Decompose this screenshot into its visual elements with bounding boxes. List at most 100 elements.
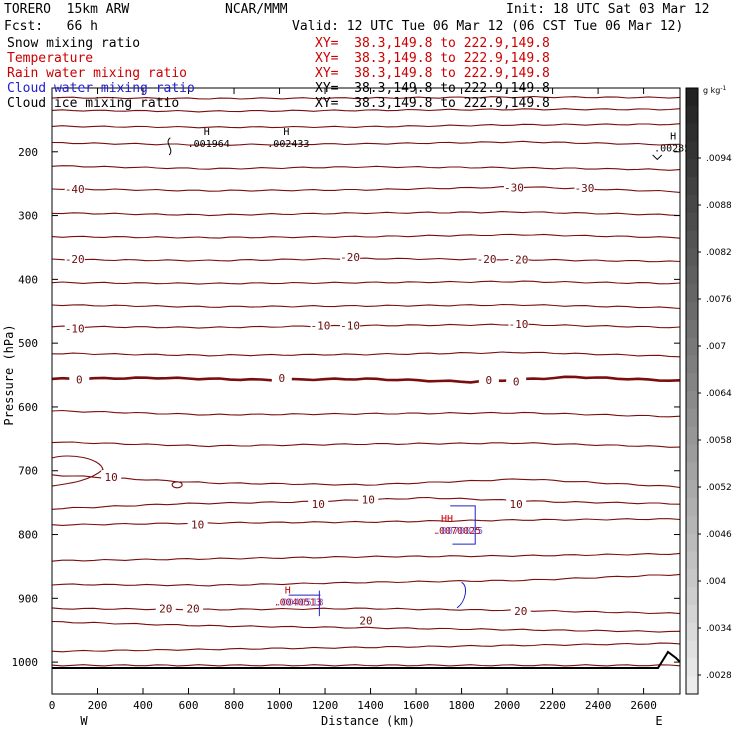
- extrema-labels: H.001964H.002433H.002851HH.0070025.00700…: [188, 127, 697, 609]
- y-tick-label: 1000: [12, 656, 39, 669]
- x-axis-east-label: E: [655, 714, 662, 728]
- colorbar-swatch: [686, 212, 698, 232]
- isotherm-line: [51, 455, 104, 487]
- isotherm-label: -20: [477, 253, 497, 266]
- cloud-water-contours: [167, 137, 663, 617]
- contour-label-knockout: [64, 181, 85, 194]
- colorbar-swatch: [686, 337, 698, 356]
- x-axis-west-label: W: [80, 714, 88, 728]
- colorbar-swatch: [686, 373, 698, 392]
- colorbar-swatch: [686, 426, 698, 445]
- isotherm-label: -20: [340, 251, 360, 264]
- contour-label-knockout: [478, 373, 499, 386]
- colorbar-swatch: [686, 105, 698, 125]
- contour-label-knockout: [476, 251, 497, 264]
- y-tick-label: 900: [18, 592, 38, 605]
- contour-label-knockout: [183, 601, 204, 614]
- y-tick-label: 700: [18, 465, 38, 478]
- x-axis: 0 200 400 600 800 1000 1200 1400 1600 1800 2000 220…: [49, 88, 657, 712]
- x-tick-label: 1800: [448, 699, 475, 712]
- isotherm-label: 10: [105, 471, 118, 484]
- x-tick-label: 2600: [630, 699, 657, 712]
- colorbar-swatch: [686, 319, 698, 339]
- isotherm-label: -40: [65, 183, 85, 196]
- isotherm-line: [51, 642, 681, 653]
- maximum-value: .0070025: [433, 526, 481, 537]
- init-time: Init: 18 UTC Sat 03 Mar 12: [506, 2, 710, 17]
- colorbar-label: .0046: [706, 530, 732, 540]
- x-tick-label: 2400: [585, 699, 612, 712]
- x-tick-label: 0: [49, 699, 56, 712]
- colorbar-label: .0028: [706, 671, 732, 681]
- field-name: Temperature: [7, 51, 94, 66]
- isotherm-label: -10: [65, 322, 85, 335]
- colorbar-label: .0058: [706, 436, 732, 446]
- colorbar-swatch: [686, 444, 698, 463]
- isotherm-line: [51, 140, 681, 146]
- isotherm-label: 0: [513, 375, 520, 388]
- x-tick-label: 1200: [312, 699, 339, 712]
- isotherm-line: [51, 474, 681, 489]
- isotherm-label: -10: [340, 319, 360, 332]
- isotherm-line: [51, 620, 681, 633]
- colorbar-swatch: [686, 462, 698, 481]
- x-tick-label: 1000: [266, 699, 293, 712]
- isotherm-label: -20: [65, 253, 85, 266]
- terrain-line: [52, 650, 681, 669]
- colorbar-label: .0064: [706, 389, 732, 399]
- isotherm-line: [51, 573, 681, 587]
- contour-label-knockout: [187, 517, 208, 530]
- colorbar-swatch: [686, 515, 698, 535]
- plot-frame: [51, 87, 681, 695]
- cloud-ice-contour: [652, 154, 663, 161]
- maximum-value: .001964: [188, 139, 230, 150]
- contour-label-knockout: [510, 604, 531, 617]
- contour-label-knockout: [356, 613, 376, 626]
- contour-label-knockout: [574, 181, 595, 194]
- maximum-marker: H: [285, 586, 291, 597]
- isotherm-label: 10: [191, 518, 204, 531]
- isotherm-label: 10: [510, 498, 523, 511]
- cloud-water-contour: [456, 581, 467, 609]
- y-tick-label: 500: [18, 337, 38, 350]
- y-axis-label: Pressure (hPa): [2, 324, 16, 425]
- isotherm-label: -20: [509, 254, 529, 267]
- colorbar-swatch: [686, 230, 698, 249]
- colorbar-swatch: [686, 622, 698, 642]
- isotherm-label: -30: [504, 182, 524, 195]
- cloud-water-contour: [450, 505, 476, 545]
- maximum-value: .002433: [267, 139, 309, 150]
- cloud-water-contour: [288, 590, 321, 617]
- isotherm-label: 0: [76, 374, 83, 387]
- colorbar-swatch: [686, 391, 698, 410]
- contour-label-knockout: [506, 496, 527, 509]
- contour-label-knockout: [508, 252, 529, 265]
- contour-label-knockout: [271, 371, 292, 384]
- isotherm-label: 10: [312, 498, 325, 511]
- colorbar-label: .0034: [706, 624, 732, 634]
- isotherm-line: [51, 108, 681, 113]
- isotherm-line: [51, 303, 681, 310]
- colorbar-label: .0088: [706, 201, 732, 211]
- isotherm-line: [51, 375, 681, 384]
- contour-label-knockout: [101, 470, 122, 483]
- plot-background: [52, 88, 680, 694]
- colorbar-swatch: [686, 533, 698, 552]
- maximum-value: .0040513: [274, 598, 322, 609]
- isotherm-line: [51, 233, 681, 239]
- valid-time: Valid: 12 UTC Tue 06 Mar 12 (06 CST Tue …: [292, 19, 684, 34]
- maximum-value-overlap: .0070025: [435, 526, 483, 537]
- contour-label-knockout: [69, 372, 90, 385]
- x-tick-label: 800: [224, 699, 244, 712]
- colorbar-unit: g kg-1: [703, 85, 727, 95]
- colorbar-swatch: [686, 301, 698, 321]
- isotherm-label: 0: [486, 374, 493, 387]
- contour-label-knockout: [155, 601, 176, 614]
- colorbar-swatch: [686, 676, 698, 695]
- cloud-ice-contour: [167, 137, 172, 156]
- x-tick-label: 400: [133, 699, 153, 712]
- isotherm-label: -10: [509, 318, 529, 331]
- colorbar-label: .0052: [706, 483, 732, 493]
- isotherm-label: -10: [311, 319, 331, 332]
